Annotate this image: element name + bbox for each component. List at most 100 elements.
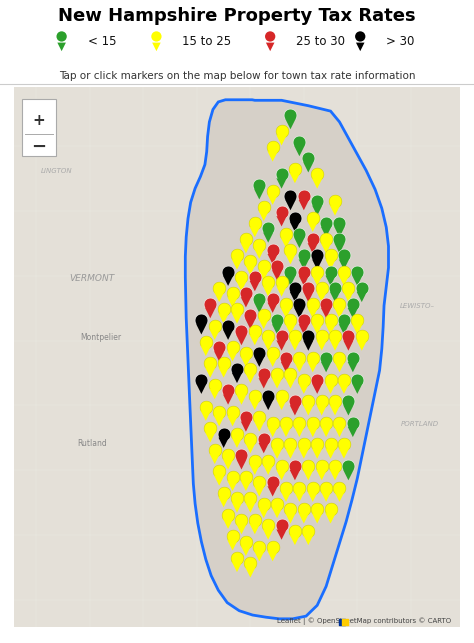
Point: [237, 335, 245, 345]
Point: [304, 535, 312, 545]
Point: [260, 443, 267, 453]
Point: [273, 369, 281, 379]
Point: [340, 266, 348, 276]
Point: [220, 438, 228, 448]
Text: −: −: [32, 138, 47, 156]
Point: [233, 438, 241, 448]
Point: [304, 282, 312, 293]
Point: [300, 259, 308, 269]
Text: > 30: > 30: [386, 35, 415, 48]
Point: [300, 191, 308, 201]
Point: [153, 42, 160, 52]
Point: [215, 466, 223, 476]
Point: [246, 363, 254, 374]
Point: [246, 493, 254, 503]
Point: [278, 331, 285, 341]
Point: [331, 292, 339, 302]
Point: [304, 405, 312, 415]
Point: [282, 427, 290, 437]
Point: [291, 525, 299, 536]
Text: LINGTON: LINGTON: [41, 168, 73, 174]
Point: [313, 439, 321, 449]
Point: [229, 342, 237, 352]
Point: [296, 482, 303, 493]
Point: [327, 374, 334, 385]
Point: [58, 42, 65, 52]
Point: [349, 427, 356, 437]
Point: [242, 546, 250, 556]
Point: [233, 502, 241, 512]
Point: [202, 411, 210, 421]
Point: [229, 416, 237, 426]
Point: [300, 250, 308, 260]
Point: [322, 417, 330, 428]
Point: [260, 498, 267, 509]
Point: [309, 308, 317, 318]
Point: [242, 297, 250, 307]
Point: [207, 367, 214, 377]
Point: [255, 303, 263, 313]
Point: [233, 373, 241, 383]
Point: [246, 309, 254, 320]
Point: [255, 412, 263, 422]
Point: [341, 617, 348, 627]
Point: [251, 335, 259, 345]
Point: [273, 261, 281, 271]
Point: [291, 461, 299, 471]
Point: [273, 270, 281, 280]
Point: [237, 281, 245, 291]
Point: [296, 238, 303, 248]
Point: [215, 282, 223, 293]
Point: [260, 319, 267, 329]
Point: [269, 151, 276, 161]
Point: [340, 384, 348, 394]
Point: [356, 42, 364, 52]
Point: [233, 304, 241, 314]
Point: [251, 515, 259, 525]
Point: [287, 439, 294, 449]
Point: [153, 32, 160, 42]
Point: [318, 461, 326, 471]
Point: [229, 297, 237, 307]
Point: [287, 110, 294, 120]
Point: [349, 362, 356, 372]
Point: [291, 331, 299, 341]
Point: [287, 254, 294, 264]
Point: [327, 259, 334, 269]
Point: [296, 362, 303, 372]
Point: [269, 303, 276, 313]
Point: [322, 234, 330, 244]
Point: [229, 540, 237, 550]
Point: [318, 405, 326, 415]
Point: [340, 276, 348, 286]
Point: [198, 384, 205, 394]
Point: [207, 358, 214, 368]
Point: [260, 201, 267, 212]
Point: [282, 417, 290, 428]
Point: [338, 617, 346, 627]
Point: [264, 520, 272, 530]
Point: [269, 486, 276, 496]
Point: [304, 461, 312, 471]
Point: [207, 308, 214, 318]
Point: [211, 444, 219, 455]
Point: [300, 315, 308, 325]
Point: [349, 299, 356, 309]
Point: [313, 504, 321, 514]
Point: [313, 315, 321, 325]
Point: [282, 482, 290, 493]
Point: [224, 385, 232, 395]
Point: [255, 486, 263, 496]
Point: [331, 396, 339, 406]
Point: [322, 218, 330, 228]
Point: [354, 315, 361, 325]
Point: [327, 250, 334, 260]
Point: [304, 470, 312, 480]
Point: [207, 423, 214, 433]
Point: [255, 421, 263, 431]
Text: VERMONT: VERMONT: [70, 274, 115, 283]
Point: [229, 351, 237, 361]
Point: [233, 250, 241, 260]
Point: [313, 250, 321, 260]
Point: [309, 234, 317, 244]
